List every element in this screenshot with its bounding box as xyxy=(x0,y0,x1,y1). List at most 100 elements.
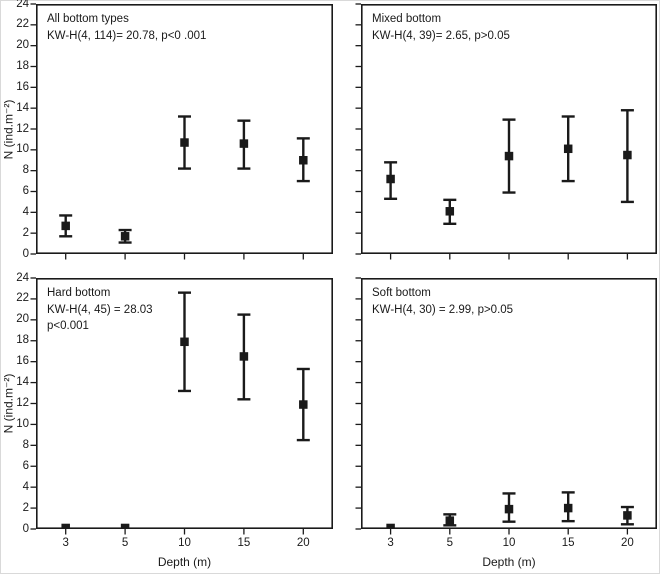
error-bar-group xyxy=(443,198,457,225)
data-point-marker xyxy=(239,139,249,148)
x-tick-label: 5 xyxy=(446,537,453,549)
panel-title: Hard bottom xyxy=(47,287,111,299)
y-tick-label: 16 xyxy=(16,80,29,93)
data-series xyxy=(59,115,310,244)
plot-area-mixed-bottom xyxy=(355,3,657,260)
error-bar-group xyxy=(178,291,191,393)
panel-stats: KW-H(4, 30) = 2.99, p>0.05 xyxy=(372,302,513,319)
y-tick-label: 8 xyxy=(22,438,29,451)
data-point-marker xyxy=(120,232,130,241)
x-tick-label: 20 xyxy=(620,537,634,549)
error-bar-group xyxy=(61,523,70,529)
axis-ticks xyxy=(30,3,304,260)
error-bar-group xyxy=(502,118,516,194)
panel-stats: KW-H(4, 45) = 28.03 p<0.001 xyxy=(47,302,153,335)
error-bar-group xyxy=(561,115,575,183)
y-tick-label: 12 xyxy=(16,122,29,135)
plot-frame xyxy=(36,4,333,254)
error-bar-group xyxy=(120,523,130,529)
y-tick-label: 12 xyxy=(16,397,29,409)
data-point-marker xyxy=(623,150,632,160)
x-tick-label: 3 xyxy=(62,537,69,549)
data-point-marker xyxy=(623,511,632,520)
error-bar-group xyxy=(384,161,398,200)
y-tick-label: 6 xyxy=(22,459,29,472)
y-tick-label: 10 xyxy=(16,143,29,156)
plot-area-soft-bottom xyxy=(355,277,657,535)
error-bar-group xyxy=(59,214,73,238)
data-point-marker xyxy=(239,352,249,361)
plot-area-all-bottom-types xyxy=(30,3,333,260)
y-tick-label: 6 xyxy=(22,185,29,197)
error-bar-group xyxy=(561,491,575,523)
panel-title: Soft bottom xyxy=(372,287,431,299)
data-point-marker xyxy=(563,503,573,513)
y-tick-label: 16 xyxy=(16,355,29,368)
data-series xyxy=(61,291,310,529)
x-tick-label: 15 xyxy=(561,537,575,549)
y-tick-label: 18 xyxy=(16,334,29,347)
x-axis-label: Depth (m) xyxy=(482,555,536,569)
y-tick-label: 20 xyxy=(16,39,29,52)
error-bar-group xyxy=(296,137,310,183)
panel-hard-bottom: Hard bottom KW-H(4, 45) = 28.03 p<0.001 N… xyxy=(2,272,333,569)
panel-stats-line: KW-H(4, 39)= 2.65, p>0.05 xyxy=(372,29,510,42)
y-tick-label: 0 xyxy=(22,522,29,535)
error-bar-group xyxy=(118,228,132,244)
error-bar-group xyxy=(502,492,516,523)
y-tick-label: 20 xyxy=(16,313,29,326)
panel-stats: KW-H(4, 39)= 2.65, p>0.05 xyxy=(372,28,510,45)
data-point-marker xyxy=(445,516,455,525)
panel-mixed-bottom: Mixed bottom KW-H(4, 39)= 2.65, p>0.05 xyxy=(355,3,657,260)
panel-all-bottom-types: All bottom types KW-H(4, 114)= 20.78, p<… xyxy=(2,0,333,260)
panel-stats-line: p<0.001 xyxy=(47,320,89,332)
data-point-marker xyxy=(180,337,189,347)
error-bar-group xyxy=(296,367,310,442)
x-tick-label: 20 xyxy=(296,537,310,549)
axis-ticks xyxy=(355,3,629,260)
y-tick-label: 10 xyxy=(16,417,29,430)
panel-title: All bottom types xyxy=(47,13,129,25)
x-tick-label: 10 xyxy=(502,537,516,549)
x-axis-label: Depth (m) xyxy=(157,555,212,569)
error-bar-group xyxy=(620,505,634,526)
data-point-marker xyxy=(386,174,395,184)
panel-stats-line: KW-H(4, 30) = 2.99, p>0.05 xyxy=(372,303,514,316)
panel-annotation: All bottom types KW-H(4, 114)= 20.78, p<… xyxy=(47,11,206,44)
plot-frame xyxy=(361,278,657,529)
panel-annotation: Soft bottom KW-H(4, 30) = 2.99, p>0.05 xyxy=(372,285,513,318)
y-tick-label: 8 xyxy=(22,164,29,177)
y-tick-label: 22 xyxy=(16,292,29,305)
panel-title: Mixed bottom xyxy=(372,13,442,25)
data-point-marker xyxy=(120,523,130,529)
data-point-marker xyxy=(299,156,308,165)
y-tick-label: 0 xyxy=(22,247,29,260)
y-tick-label: 14 xyxy=(16,376,29,389)
y-tick-label: 22 xyxy=(16,18,29,31)
error-bar-group xyxy=(237,119,251,170)
panel-stats: KW-H(4, 114)= 20.78, p<0 .001 xyxy=(47,28,206,45)
y-tick-label: 14 xyxy=(16,101,29,114)
y-tick-label: 4 xyxy=(22,480,29,493)
data-point-marker xyxy=(386,523,395,529)
y-tick-label: 2 xyxy=(22,226,29,239)
x-tick-label: 5 xyxy=(121,537,129,549)
y-tick-label: 24 xyxy=(16,271,29,284)
data-series xyxy=(384,109,634,225)
data-point-marker xyxy=(299,400,308,409)
y-tick-label: 24 xyxy=(16,0,29,10)
data-point-marker xyxy=(504,504,514,514)
data-point-marker xyxy=(180,138,189,147)
axis-ticks xyxy=(30,277,304,535)
panel-stats-line: KW-H(4, 114)= 20.78, p<0 .001 xyxy=(47,29,207,42)
y-tick-label: 4 xyxy=(22,205,29,218)
plot-area-hard-bottom xyxy=(30,277,333,535)
data-point-marker xyxy=(61,221,70,231)
panel-annotation: Mixed bottom KW-H(4, 39)= 2.65, p>0.05 xyxy=(372,11,510,44)
y-tick-label: 18 xyxy=(16,60,29,72)
data-point-marker xyxy=(504,151,514,161)
data-point-marker xyxy=(445,207,455,216)
data-point-marker xyxy=(563,144,573,154)
axis-ticks xyxy=(355,277,629,535)
